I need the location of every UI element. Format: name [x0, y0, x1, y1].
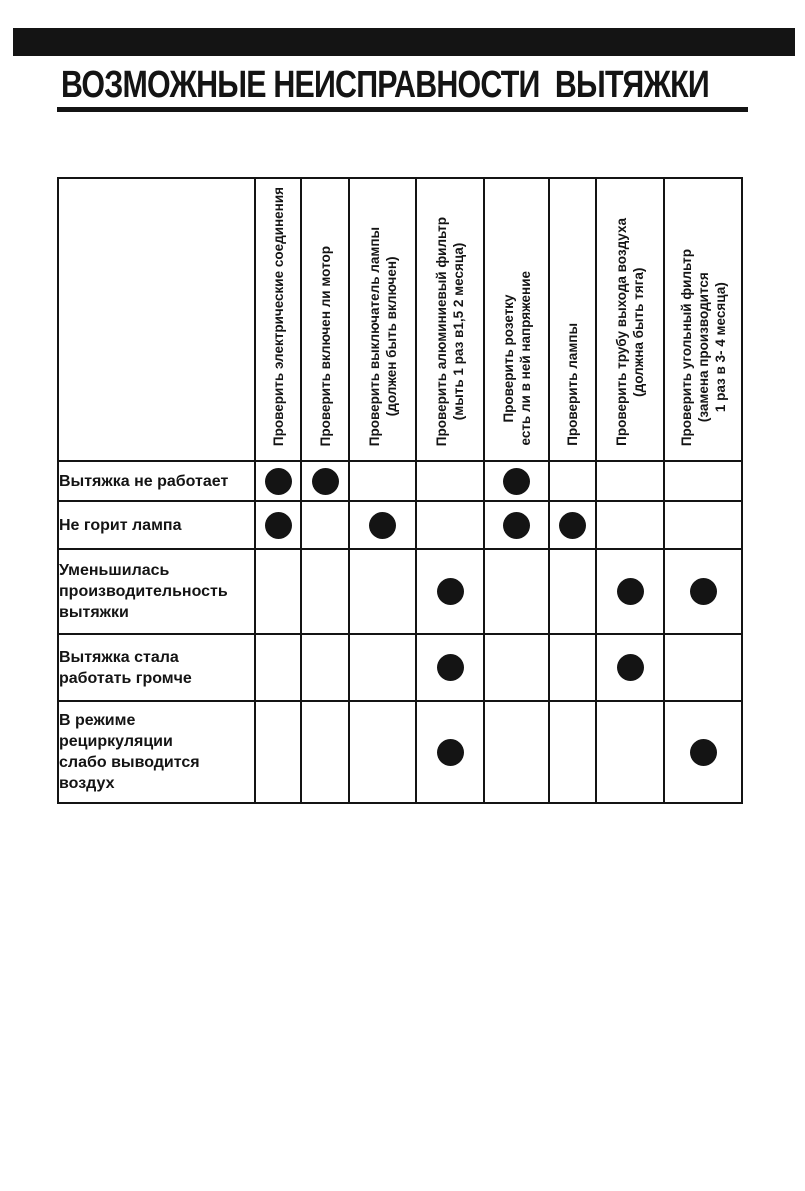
matrix-cell	[548, 500, 597, 550]
table-row: Вытяжка стала работать громче	[57, 633, 743, 702]
matrix-cell	[483, 460, 550, 502]
row-label: Вытяжка стала работать громче	[57, 633, 256, 702]
matrix-cell	[300, 700, 350, 804]
top-black-bar	[13, 28, 795, 56]
table-row: Вытяжка не работает	[57, 460, 743, 502]
column-header-cell: Проверить лампы	[548, 177, 597, 462]
matrix-cell	[300, 460, 350, 502]
column-header-label: Проверить розетку есть ли в ней напряжен…	[500, 271, 533, 446]
check-dot-icon	[616, 578, 644, 605]
column-header-label: Проверить электрические соединения	[270, 186, 286, 446]
column-header-cell: Проверить алюминиевый фильтр (мыть 1 раз…	[415, 177, 485, 462]
matrix-cell	[254, 500, 302, 550]
check-dot-icon	[559, 511, 586, 539]
matrix-cell	[595, 700, 665, 804]
check-dot-icon	[436, 578, 464, 605]
column-header-cell: Проверить электрические соединения	[254, 177, 302, 462]
matrix-cell	[415, 700, 485, 804]
matrix-cell	[548, 548, 597, 635]
matrix-cell	[415, 460, 485, 502]
column-header-label: Проверить выключатель лампы (должен быть…	[366, 226, 399, 446]
row-label: В режиме рециркуляции слабо выводится во…	[57, 700, 256, 804]
column-header-cell: Проверить выключатель лампы (должен быть…	[348, 177, 417, 462]
matrix-cell	[483, 633, 550, 702]
check-dot-icon	[616, 654, 644, 681]
column-header-label: Проверить угольный фильтр (замена произв…	[678, 248, 728, 446]
matrix-cell	[663, 500, 743, 550]
matrix-cell	[663, 460, 743, 502]
matrix-cell	[595, 548, 665, 635]
header-row: Проверить электрические соединения Прове…	[57, 177, 743, 462]
column-header-label: Проверить трубу выхода воздуха (должна б…	[614, 218, 646, 446]
check-dot-icon	[369, 511, 396, 539]
matrix-cell	[595, 633, 665, 702]
matrix-cell	[415, 548, 485, 635]
column-header-label: Проверить алюминиевый фильтр (мыть 1 раз…	[434, 216, 466, 446]
matrix-cell	[483, 700, 550, 804]
table-row: Не горит лампа	[57, 500, 743, 550]
matrix-cell	[348, 633, 417, 702]
matrix-cell	[548, 460, 597, 502]
matrix-cell	[348, 700, 417, 804]
check-dot-icon	[264, 467, 292, 495]
matrix-cell	[348, 500, 417, 550]
column-header-label: Проверить лампы	[565, 323, 580, 446]
matrix-cell	[300, 500, 350, 550]
corner-cell	[57, 177, 256, 462]
column-header-cell: Проверить угольный фильтр (замена произв…	[663, 177, 743, 462]
matrix-cell	[483, 500, 550, 550]
matrix-cell	[254, 700, 302, 804]
matrix-cell	[415, 633, 485, 702]
check-dot-icon	[311, 467, 339, 495]
matrix-cell	[415, 500, 485, 550]
matrix-cell	[548, 633, 597, 702]
column-header-label: Проверить включен ли мотор	[317, 245, 333, 446]
column-header-cell: Проверить включен ли мотор	[300, 177, 350, 462]
table-row: В режиме рециркуляции слабо выводится во…	[57, 700, 743, 804]
check-dot-icon	[436, 654, 464, 681]
table-row: Уменьшилась производительность вытяжки	[57, 548, 743, 635]
matrix-cell	[348, 548, 417, 635]
row-label: Уменьшилась производительность вытяжки	[57, 548, 256, 635]
matrix-cell	[483, 548, 550, 635]
matrix-cell	[595, 500, 665, 550]
troubleshooting-table: Проверить электрические соединения Прове…	[57, 177, 743, 804]
matrix-cell	[663, 633, 743, 702]
check-dot-icon	[264, 511, 292, 539]
matrix-cell	[300, 633, 350, 702]
check-dot-icon	[689, 578, 717, 605]
check-dot-icon	[689, 738, 717, 766]
matrix-cell	[663, 548, 743, 635]
matrix-cell	[595, 460, 665, 502]
title-underline	[57, 107, 748, 112]
check-dot-icon	[436, 738, 464, 766]
matrix-cell	[254, 633, 302, 702]
matrix-cell	[254, 460, 302, 502]
row-label: Не горит лампа	[57, 500, 256, 550]
check-dot-icon	[503, 511, 530, 539]
row-label: Вытяжка не работает	[57, 460, 256, 502]
matrix-cell	[348, 460, 417, 502]
matrix-cell	[300, 548, 350, 635]
matrix-cell	[663, 700, 743, 804]
column-header-cell: Проверить розетку есть ли в ней напряжен…	[483, 177, 550, 462]
check-dot-icon	[503, 467, 530, 495]
matrix-cell	[254, 548, 302, 635]
page-title: ВОЗМОЖНЫЕ НЕИСПРАВНОСТИ ВЫТЯЖКИ	[61, 64, 710, 106]
column-header-cell: Проверить трубу выхода воздуха (должна б…	[595, 177, 665, 462]
matrix-cell	[548, 700, 597, 804]
